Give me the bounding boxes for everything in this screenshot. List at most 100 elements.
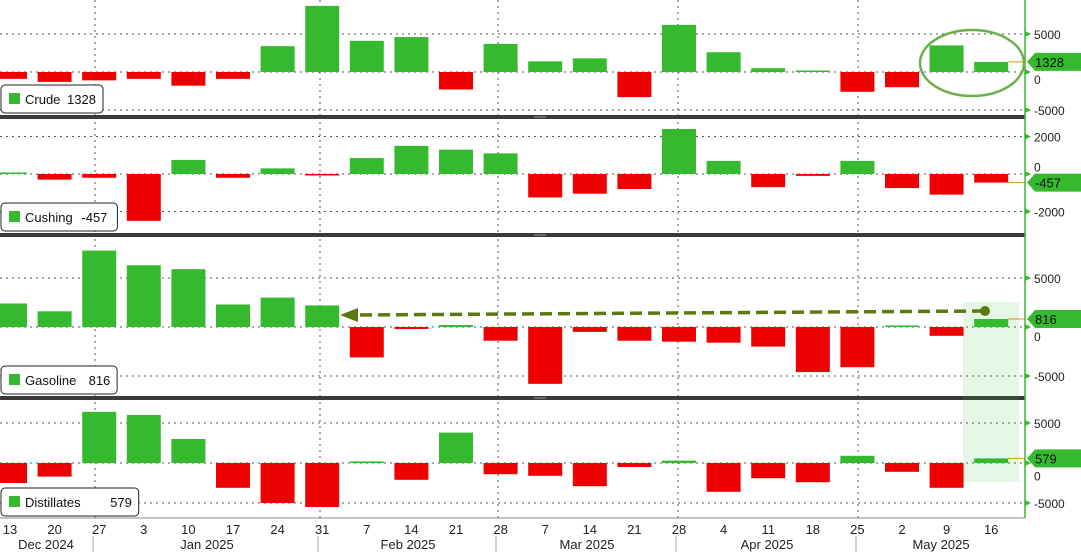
bar-cushing <box>572 174 607 194</box>
y-tick-label: 0 <box>1034 469 1041 483</box>
bar-crude <box>37 72 72 82</box>
comparison-arrow <box>355 309 985 317</box>
bar-cushing <box>0 172 27 174</box>
highlight-band <box>963 302 1019 482</box>
y-tick-label: 0 <box>1034 73 1041 87</box>
bar-crude <box>706 52 741 72</box>
bar-distillates <box>706 463 741 492</box>
bar-cushing <box>82 174 117 178</box>
bar-gasoline <box>572 327 607 332</box>
bar-distillates <box>394 463 429 480</box>
legend-value: 1328 <box>67 92 96 107</box>
tick-mark <box>1025 171 1031 177</box>
last-value-label: 816 <box>1035 312 1057 327</box>
bar-gasoline <box>483 327 518 341</box>
month-label: Jan 2025 <box>180 537 234 552</box>
y-tick-label: 0 <box>1034 330 1041 344</box>
bar-distillates <box>795 463 830 483</box>
bar-distillates <box>751 463 786 479</box>
legend-name: Gasoline <box>25 373 76 388</box>
bar-crude <box>795 70 830 72</box>
y-tick-label: 5000 <box>1034 417 1061 431</box>
last-value-label: 579 <box>1035 451 1057 466</box>
bar-crude <box>171 72 206 86</box>
bar-distillates <box>260 463 295 503</box>
legend-name: Cushing <box>25 210 73 225</box>
tick-mark <box>1025 133 1031 140</box>
x-tick-label: 28 <box>672 522 686 537</box>
x-tick-label: 14 <box>583 522 597 537</box>
bar-gasoline <box>260 297 295 327</box>
bar-cushing <box>483 153 518 174</box>
legend-swatch <box>9 93 20 104</box>
bar-gasoline <box>662 327 696 342</box>
y-tick-label: -5000 <box>1034 370 1065 384</box>
bar-gasoline <box>37 311 72 327</box>
bar-crude <box>305 5 340 73</box>
bar-distillates <box>974 458 1009 463</box>
x-tick-label: 24 <box>270 522 284 537</box>
bar-distillates <box>885 463 919 472</box>
bar-cushing <box>394 145 429 174</box>
bar-distillates <box>840 455 875 463</box>
bar-distillates <box>929 463 964 488</box>
bar-gasoline <box>171 269 206 327</box>
y-tick-label: -5000 <box>1034 497 1065 511</box>
panel-cushing: 2000 0 -2000 -457 Cushing -457 <box>0 122 1081 237</box>
panel-divider <box>0 396 1025 400</box>
bar-cushing <box>260 168 295 174</box>
legend-value: 816 <box>89 373 111 388</box>
tick-mark <box>1025 69 1031 75</box>
x-tick-label: 20 <box>47 522 61 537</box>
bar-gasoline <box>885 325 919 327</box>
last-value-tag <box>1027 173 1081 192</box>
bar-gasoline <box>394 327 429 329</box>
last-value-label: 1328 <box>1035 55 1064 70</box>
x-tick-label: 25 <box>850 522 864 537</box>
bar-gasoline <box>840 327 875 368</box>
bar-gasoline <box>617 327 652 341</box>
last-value-tag <box>1027 52 1081 71</box>
x-tick-label: 9 <box>943 522 950 537</box>
bar-gasoline <box>216 304 250 327</box>
panel-divider <box>0 233 1025 237</box>
last-value-tag <box>1027 449 1081 468</box>
bar-gasoline <box>974 319 1009 327</box>
bar-crude <box>394 37 429 72</box>
bar-cushing <box>126 174 161 221</box>
x-tick-label: 16 <box>984 522 998 537</box>
bar-distillates <box>216 463 250 488</box>
legend-value: 579 <box>110 495 132 510</box>
bar-crude <box>82 72 117 81</box>
bar-crude <box>572 58 607 72</box>
legend-swatch <box>9 211 20 222</box>
x-tick-label: 3 <box>140 522 147 537</box>
bar-cushing <box>216 174 250 178</box>
month-label: Dec 2024 <box>18 537 74 552</box>
x-tick-label: 10 <box>181 522 195 537</box>
month-label: Mar 2025 <box>560 537 615 552</box>
x-tick-label: 7 <box>363 522 370 537</box>
bar-cushing <box>706 160 741 174</box>
bar-cushing <box>439 149 473 174</box>
tick-mark <box>1025 275 1031 281</box>
last-value-label: -457 <box>1035 176 1061 191</box>
x-tick-label: 17 <box>226 522 240 537</box>
x-tick-label: 2 <box>898 522 905 537</box>
bar-crude <box>840 72 875 92</box>
bar-cushing <box>751 174 786 188</box>
bar-gasoline <box>349 327 384 358</box>
tick-mark <box>1025 500 1031 506</box>
x-tick-label: 7 <box>542 522 549 537</box>
y-tick-label: -5000 <box>1034 104 1065 118</box>
y-tick-label: 2000 <box>1034 131 1061 145</box>
month-label: May 2025 <box>912 537 969 552</box>
tick-mark <box>1025 420 1031 426</box>
month-label: Apr 2025 <box>741 537 794 552</box>
bar-crude <box>439 72 473 90</box>
bar-crude <box>349 40 384 72</box>
bar-distillates <box>37 463 72 477</box>
y-tick-label: 0 <box>1034 161 1041 175</box>
bar-crude <box>885 72 919 88</box>
